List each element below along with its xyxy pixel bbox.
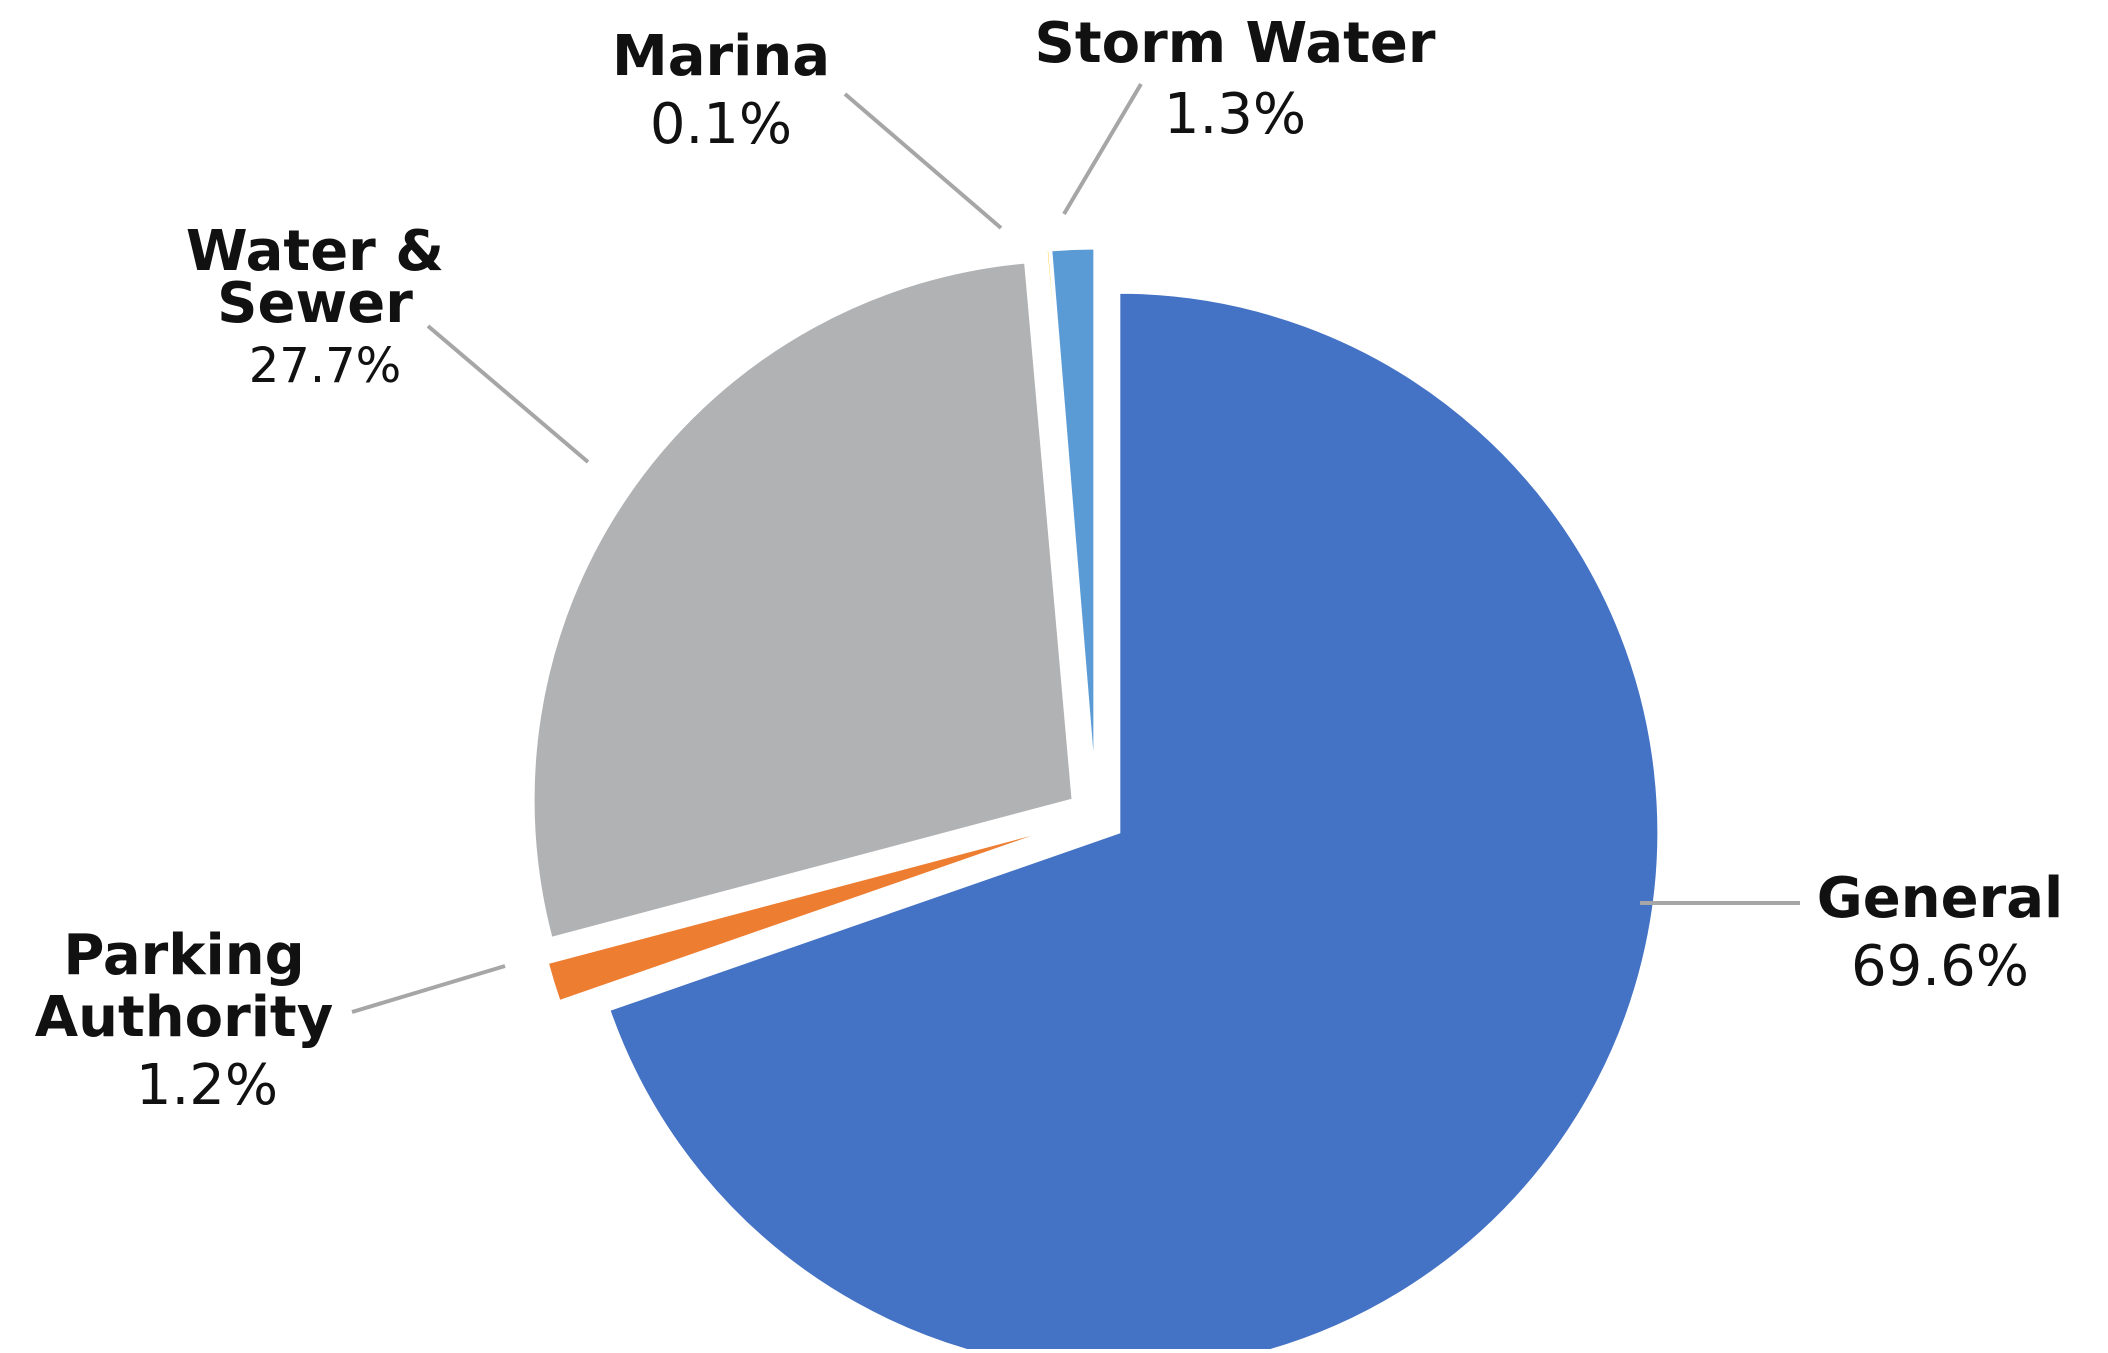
label-general-name: General <box>1817 866 2063 931</box>
label-marina-name: Marina <box>612 24 830 89</box>
pie-slice-water-sewer <box>531 260 1075 941</box>
label-marina: Marina 0.1% <box>612 24 830 157</box>
leader-line-parking-authority <box>351 964 506 1014</box>
label-storm-water-value: 1.3% <box>1164 82 1306 147</box>
pie-slice-general <box>606 290 1661 1353</box>
label-parking-authority-line2: Authority <box>35 985 333 1050</box>
label-water-sewer-value: 27.7% <box>249 338 401 394</box>
pie-slice-parking-authority <box>545 822 1070 1004</box>
label-parking-authority: Parking Authority 1.2% <box>35 923 333 1118</box>
pie-slice-storm-water <box>1049 246 1097 789</box>
leader-line-water-sewer <box>426 324 590 464</box>
label-storm-water: Storm Water 1.3% <box>1035 11 1436 147</box>
label-parking-authority-line1: Parking <box>63 923 304 988</box>
label-marina-value: 0.1% <box>650 92 792 157</box>
leader-lines <box>351 82 1800 1014</box>
label-water-sewer: Water & Sewer 27.7% <box>186 219 444 394</box>
pie-slices <box>531 246 1661 1353</box>
label-general-value: 69.6% <box>1851 934 2029 999</box>
label-general: General 69.6% <box>1817 866 2063 999</box>
leader-line-storm-water <box>1062 82 1143 216</box>
label-water-sewer-line1: Water & <box>186 219 444 284</box>
label-storm-water-name: Storm Water <box>1035 11 1436 76</box>
label-water-sewer-line2: Sewer <box>217 271 413 336</box>
leader-line-marina <box>843 92 1003 230</box>
label-parking-authority-value: 1.2% <box>136 1053 278 1118</box>
